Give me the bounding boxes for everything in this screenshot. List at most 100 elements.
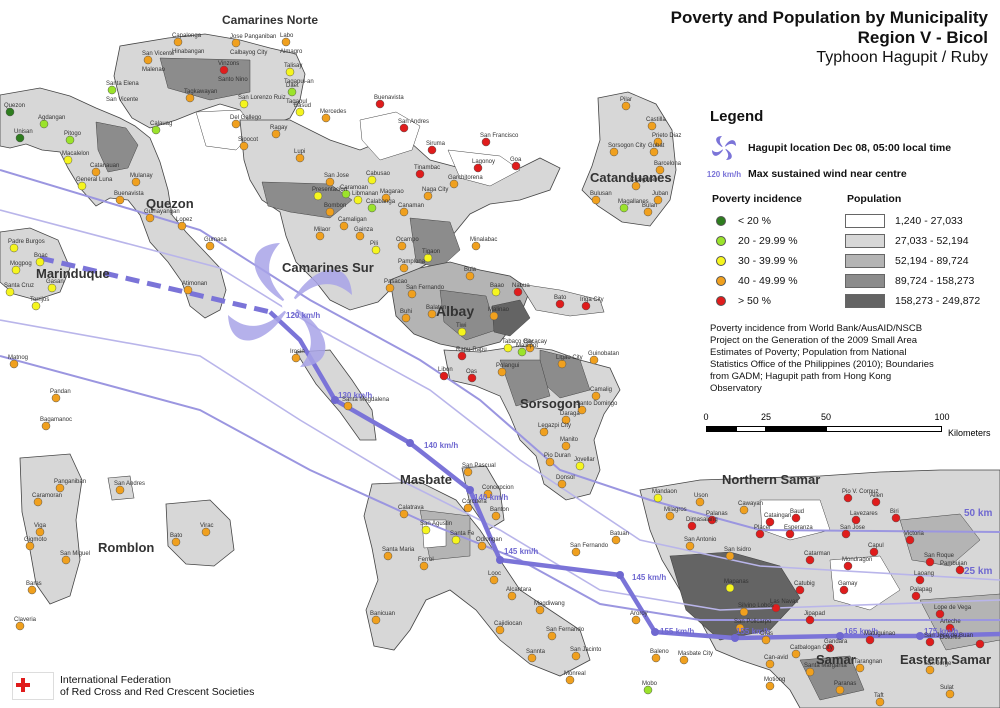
town-label: Quezon: [4, 103, 25, 109]
wind-label: 140 km/h: [474, 493, 508, 502]
poverty-label: < 20 %: [738, 215, 771, 227]
town-label: Concepcion: [482, 485, 514, 491]
wind-label: 145 km/h: [504, 547, 538, 556]
ifrc-block: International Federation of Red Cross an…: [12, 672, 254, 700]
town-label: Lupi: [294, 149, 305, 155]
poverty-label: 20 - 29.99 %: [738, 235, 798, 247]
town-label: Boac: [34, 253, 48, 259]
town-label: Hinabangan: [172, 49, 204, 55]
buffer-label-50: 50 km: [964, 508, 992, 519]
town-label: Bato: [554, 295, 567, 301]
org-line-1: International Federation: [60, 674, 171, 686]
poverty-legend-item: 40 - 49.99 %: [700, 271, 845, 291]
town-label: Oras: [760, 631, 773, 637]
island-burias: [295, 349, 377, 441]
town-label: Motiong: [764, 677, 785, 683]
population-legend-item: 1,240 - 27,033: [845, 211, 995, 231]
town-label: Labo: [280, 33, 294, 39]
town-label: Bulan: [642, 203, 657, 209]
town-label: Agdangan: [38, 115, 65, 121]
poverty-heading: Poverty incidence: [712, 193, 802, 205]
town-label: Victoria: [904, 531, 925, 537]
poverty-dot-icon: [716, 296, 726, 306]
town-label: Daet: [286, 83, 299, 89]
town-label: Mondragon: [842, 557, 872, 563]
title-line-2: Region V - Bicol: [857, 28, 988, 47]
label-masbate: Masbate: [400, 472, 452, 487]
town-label: Calauag: [150, 121, 172, 127]
town-label: Gigmoto: [24, 537, 47, 543]
town-label: Esperanza: [784, 525, 813, 531]
town-label: Pilar: [620, 97, 632, 103]
town-label: Monreal: [564, 671, 586, 677]
town-label: Manito: [560, 437, 579, 443]
legend-columns: Poverty incidence < 20 % 20 - 29.99 % 30 -…: [700, 193, 995, 311]
town-label: Malinao: [488, 307, 510, 313]
poverty-dots: [5, 37, 985, 707]
town-label: Siruma: [426, 141, 446, 147]
label-northern-samar: Northern Samar: [722, 472, 820, 487]
town-label: San Jose de Buan: [924, 633, 973, 639]
wind-speed-labels: 120 km/h 130 km/h 140 km/h 140 km/h 145 …: [286, 311, 958, 636]
municipality-castilla: [499, 359, 551, 407]
town-label: San Vicente: [142, 51, 175, 57]
town-label: Jose Panganiban: [230, 34, 276, 40]
town-label: Panganiban: [54, 479, 86, 485]
town-label: Santa Maria: [382, 547, 415, 553]
town-label: Santa Margarita: [804, 663, 847, 669]
label-samar: Samar: [816, 652, 856, 667]
town-label: Donsol: [556, 475, 575, 481]
town-label: Odiongan: [476, 537, 502, 543]
buffer-50km-south: [0, 355, 1000, 621]
town-label: Dolores: [940, 635, 961, 641]
label-camarines-sur: Camarines Sur: [282, 260, 374, 275]
town-label: Oas: [466, 369, 477, 375]
town-label: San Jose: [840, 525, 866, 531]
town-label: San Andres: [114, 481, 145, 487]
town-label: Santa Elena: [106, 81, 139, 87]
town-label: Tagapul-an: [284, 79, 314, 85]
town-labels: Capalonga Jose Panganiban Labo Vinzons Talis…: [4, 33, 973, 699]
town-label: Rapu-Rapu: [456, 347, 487, 353]
town-label: San Antonio: [684, 537, 717, 543]
town-label: Gandara: [824, 639, 848, 645]
town-label: Magarao: [380, 189, 404, 195]
label-marinduque: Marinduque: [36, 266, 110, 281]
wind-symbol: 120 km/h: [706, 169, 742, 179]
town-label: Baud: [790, 509, 804, 515]
town-label: Cataingan: [764, 513, 791, 519]
town-label: Jipapad: [804, 611, 825, 617]
town-label: Lope de Vega: [934, 605, 972, 611]
population-label: 52,194 - 89,724: [895, 255, 969, 267]
town-label: Bula: [464, 267, 477, 273]
poverty-legend-item: < 20 %: [700, 211, 845, 231]
town-label: Ocampo: [396, 237, 419, 243]
region-labels: Camarines Norte Quezon Marinduque Camari…: [36, 13, 991, 667]
town-label: Tarangnan: [854, 659, 882, 665]
town-label: Gainza: [354, 227, 374, 233]
town-label: Casiguran: [630, 177, 657, 183]
poverty-dot-icon: [716, 256, 726, 266]
town-label: Baao: [490, 283, 505, 289]
town-label: Macalelon: [62, 151, 89, 157]
hagupit-forecast-track: [39, 255, 271, 315]
town-label: Minalabac: [470, 237, 497, 243]
track-points: [331, 396, 924, 642]
scale-tick: 0: [703, 412, 709, 422]
town-label: Magallanes: [618, 199, 649, 205]
poverty-legend-item: 30 - 39.99 %: [700, 251, 845, 271]
town-label: Mulanay: [130, 173, 153, 179]
town-label: Milaor: [314, 227, 330, 233]
poverty-label: > 50 %: [738, 295, 771, 307]
town-label: Biri: [890, 509, 899, 515]
town-label: Pio V. Corpuz: [842, 489, 878, 495]
town-label: Pasacao: [384, 279, 408, 285]
town-label: Buenavista: [374, 95, 404, 101]
town-label: Malilipot: [516, 343, 538, 349]
town-label: San Fernando: [570, 543, 609, 549]
town-label: Tagapul: [286, 99, 307, 105]
town-label: Mogpog: [10, 261, 32, 267]
town-label: Tabaco City: [502, 339, 533, 345]
town-label: Castilla: [646, 117, 666, 123]
town-label: Gumaca: [204, 237, 227, 243]
